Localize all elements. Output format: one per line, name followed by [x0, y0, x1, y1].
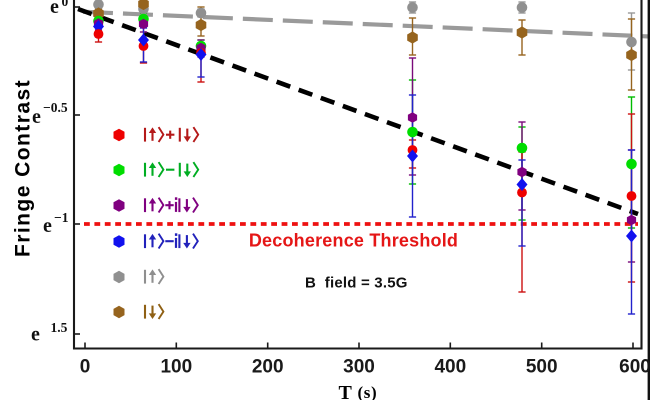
- svg-text:500: 500: [526, 357, 558, 378]
- svg-text:−1: −1: [54, 210, 69, 225]
- svg-text:200: 200: [252, 357, 284, 378]
- svg-text:e: e: [32, 106, 41, 128]
- svg-text:e: e: [43, 215, 52, 237]
- svg-text:0: 0: [62, 0, 69, 9]
- svg-text:Fringe Contrast: Fringe Contrast: [12, 79, 35, 257]
- svg-text:Decoherence Threshold: Decoherence Threshold: [249, 231, 458, 251]
- svg-text:T: T: [339, 382, 353, 400]
- svg-text:300: 300: [343, 357, 375, 378]
- svg-text:e: e: [31, 324, 40, 346]
- svg-text:B field = 3.5G: B field = 3.5G: [305, 275, 408, 292]
- svg-text:400: 400: [434, 357, 466, 378]
- svg-text:100: 100: [160, 357, 192, 378]
- svg-text:(s): (s): [358, 383, 378, 400]
- svg-text:−0.5: −0.5: [43, 100, 68, 115]
- svg-text:e: e: [50, 0, 59, 18]
- svg-text:600: 600: [619, 357, 650, 378]
- svg-text:1.5: 1.5: [51, 320, 68, 335]
- svg-text:0: 0: [80, 357, 91, 378]
